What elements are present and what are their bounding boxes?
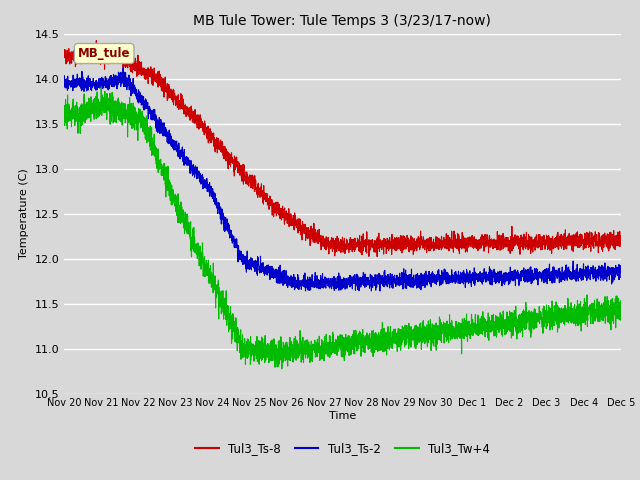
Y-axis label: Temperature (C): Temperature (C) xyxy=(19,168,29,259)
Text: MB_tule: MB_tule xyxy=(78,47,131,60)
Legend: Tul3_Ts-8, Tul3_Ts-2, Tul3_Tw+4: Tul3_Ts-8, Tul3_Ts-2, Tul3_Tw+4 xyxy=(190,437,495,460)
Title: MB Tule Tower: Tule Temps 3 (3/23/17-now): MB Tule Tower: Tule Temps 3 (3/23/17-now… xyxy=(193,14,492,28)
X-axis label: Time: Time xyxy=(329,411,356,421)
